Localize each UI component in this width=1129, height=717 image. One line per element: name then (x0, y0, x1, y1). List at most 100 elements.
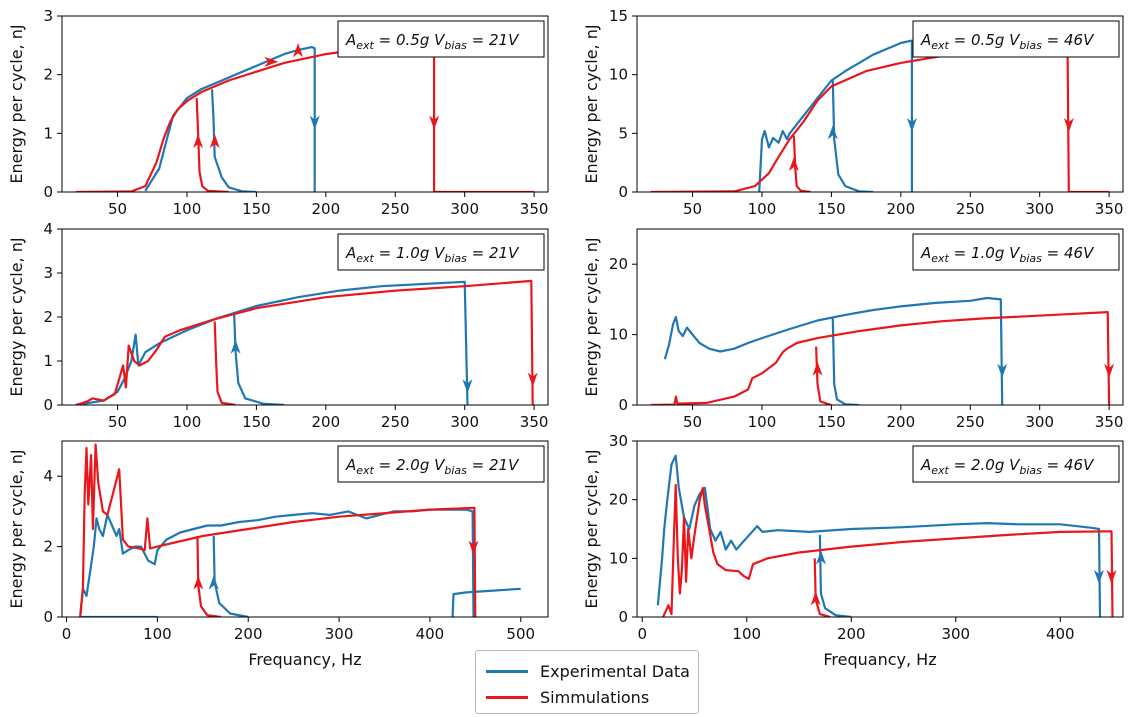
y-tick-label: 2 (43, 538, 53, 556)
x-axis-label: Frequancy, Hz (248, 650, 361, 669)
y-axis-label: Energy per cycle, nJ (582, 449, 601, 608)
legend: Experimental Data Simmulations (475, 650, 699, 714)
y-tick-label: 0 (618, 396, 628, 414)
direction-arrow-row1-right-2 (906, 117, 917, 132)
y-axis-label: Energy per cycle, nJ (7, 449, 26, 608)
direction-arrow-row1-left-2 (309, 115, 320, 130)
direction-arrow-row1-right-0 (788, 157, 799, 172)
y-axis-label: Energy per cycle, nJ (7, 24, 26, 183)
simulation-line-row1-left-0 (75, 41, 535, 192)
x-tick-label: 0 (62, 625, 72, 643)
experimental-line-row2-right-0 (663, 296, 1004, 405)
y-tick-label: 3 (43, 7, 53, 25)
simulation-line-row2-right-1 (815, 346, 832, 405)
experimental-line-row3-left-3 (451, 587, 521, 617)
x-tick-label: 200 (234, 625, 263, 643)
x-tick-label: 350 (520, 200, 549, 218)
annotation-text-row3-left: Aext = 2.0g Vbias = 21V (345, 456, 520, 477)
y-tick-label: 1 (43, 124, 53, 142)
direction-arrow-row2-right-1 (997, 363, 1008, 378)
x-tick-label: 350 (1095, 200, 1124, 218)
legend-item-simulation: Simmulations (486, 687, 649, 707)
x-tick-label: 300 (325, 625, 354, 643)
direction-arrow-row1-left-1 (209, 134, 220, 149)
direction-arrow-row3-left-0 (193, 575, 204, 590)
y-axis-label: Energy per cycle, nJ (582, 24, 601, 183)
direction-arrow-row2-left-2 (527, 372, 538, 387)
x-tick-label: 100 (173, 200, 202, 218)
simulation-line-row1-right-0 (650, 43, 1110, 192)
y-tick-label: 0 (43, 396, 53, 414)
legend-label-experimental: Experimental Data (540, 661, 690, 681)
axes-frame-row3-right (636, 440, 1124, 618)
simulation-line-row1-right-1 (792, 135, 811, 192)
x-tick-label: 300 (450, 200, 479, 218)
axes-frame-row3-left (61, 440, 549, 618)
x-tick-label: 50 (683, 200, 702, 218)
experimental-line-row2-left-0 (75, 280, 469, 405)
simulation-line-row2-right-0 (650, 311, 1111, 405)
x-tick-label: 150 (817, 413, 846, 431)
simulation-line-row3-right-0 (662, 483, 1114, 617)
annotation-box-row1-right (912, 20, 1120, 58)
y-tick-label: 15 (609, 7, 628, 25)
experimental-line-row2-left-1 (233, 314, 285, 405)
direction-arrow-row2-right-0 (812, 361, 823, 376)
x-tick-label: 350 (1095, 413, 1124, 431)
x-tick-label: 350 (520, 413, 549, 431)
y-tick-label: 30 (609, 432, 628, 450)
x-tick-label: 200 (887, 200, 916, 218)
direction-arrow-row1-right-1 (827, 125, 838, 140)
experimental-line-row3-left-0 (79, 508, 475, 617)
direction-arrow-row3-right-2 (1093, 569, 1104, 584)
x-tick-label: 50 (108, 413, 127, 431)
y-tick-label: 20 (609, 491, 628, 509)
direction-arrow-row3-right-1 (815, 550, 826, 565)
panel-row2-right: 50 100 150 200 250 300 350 0 10 20 Energy per cycl… (582, 228, 1124, 431)
annotation-box-row1-left (337, 20, 545, 58)
annotation-box-row3-left (337, 445, 545, 483)
x-tick-label: 0 (637, 625, 647, 643)
x-tick-label: 200 (837, 625, 866, 643)
direction-arrow-row2-left-1 (462, 379, 473, 394)
simulation-line-row1-left-1 (195, 98, 229, 192)
y-tick-label: 10 (609, 549, 628, 567)
y-tick-label: 0 (43, 183, 53, 201)
panel-row1-left: 50 100 150 200 250 300 350 0 1 2 3 Energy per cycle… (7, 7, 549, 218)
experimental-line-row1-right-1 (831, 80, 874, 192)
x-tick-label: 300 (941, 625, 970, 643)
y-tick-label: 2 (43, 308, 53, 326)
y-axis-label: Energy per cycle, nJ (582, 237, 601, 396)
direction-arrow-row1-right-3 (1063, 117, 1074, 132)
y-tick-label: 10 (609, 326, 628, 344)
simulation-line-row3-left-1 (196, 535, 222, 617)
experimental-line-row3-right-0 (656, 454, 1102, 617)
direction-arrow-row1-left-5 (264, 56, 279, 67)
x-axis-label: Frequancy, Hz (823, 650, 936, 669)
y-tick-label: 20 (609, 255, 628, 273)
y-tick-label: 0 (618, 608, 628, 626)
annotation-text-row3-right: Aext = 2.0g Vbias = 46V (920, 456, 1095, 477)
annotation-box-row3-right (912, 445, 1120, 483)
legend-item-experimental: Experimental Data (486, 661, 690, 681)
y-tick-label: 4 (43, 467, 53, 485)
x-tick-label: 200 (887, 413, 916, 431)
y-tick-label: 0 (618, 183, 628, 201)
annotation-text-row2-left: Aext = 1.0g Vbias = 21V (345, 244, 520, 265)
legend-swatch-simulation (486, 695, 528, 699)
direction-arrow-row1-left-0 (193, 134, 204, 149)
x-tick-label: 100 (748, 200, 777, 218)
legend-label-simulation: Simmulations (540, 687, 650, 707)
direction-arrow-row3-right-3 (1106, 569, 1117, 584)
direction-arrow-row2-left-0 (230, 339, 241, 354)
experimental-line-row1-left-0 (144, 46, 316, 192)
x-tick-label: 250 (381, 413, 410, 431)
axes-frame-row1-right (636, 15, 1124, 193)
x-tick-label: 50 (683, 413, 702, 431)
axes-frame-row1-left (61, 15, 549, 193)
x-tick-label: 100 (732, 625, 761, 643)
panel-row2-left: 50 100 150 200 250 300 350 0 1 2 3 4 Energy per cycl… (7, 220, 549, 431)
simulation-line-row3-right-1 (813, 558, 831, 617)
x-tick-label: 400 (1046, 625, 1075, 643)
